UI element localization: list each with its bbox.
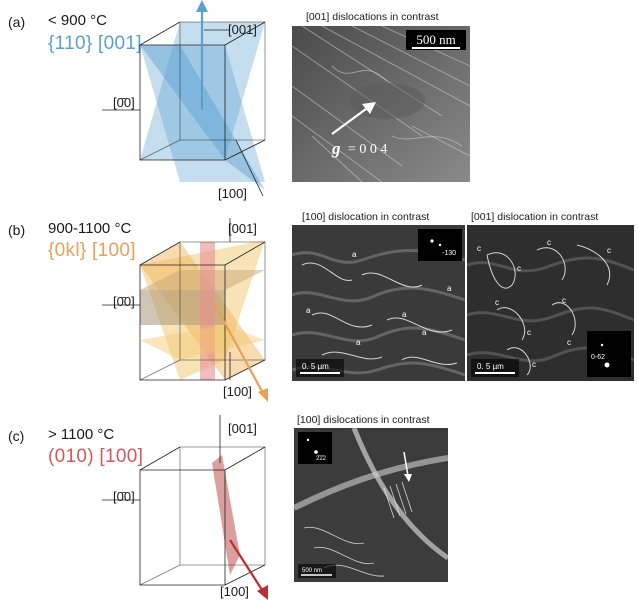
slip-system-label: {0kl} [100] [48,240,136,261]
axis-label-bottom: [100] [223,384,252,399]
slip-system-label: {110} [001] [48,33,142,54]
dislocation-marker: a [402,310,407,319]
dislocation-marker: a [356,338,361,347]
axis-label-left: [0̄0] [113,489,135,504]
dislocation-marker: c [562,296,566,305]
temperature-label: 900-1100 °C [48,220,132,237]
tem-micrograph-c: 2̄2̄2 500 nm [294,428,448,582]
slip-direction-arrow [229,539,265,594]
axis-label-top: [001] [228,421,257,436]
dislocation-marker: c [532,360,536,369]
slip-plane [140,45,265,190]
dislocation-marker: c [527,328,531,337]
scale-bar-label: 0. 5 µm [477,362,504,371]
scale-bar-label: 500 nm [302,568,322,574]
crystal-cube-b [102,218,268,402]
pointer-arrow [403,451,409,477]
slip-plane [140,325,265,360]
panel-letter: (b) [8,222,26,238]
axis-label-left: [0̄0] [113,294,135,309]
cube-edges [139,21,266,161]
g-vector-value: = 0 0 4 [348,142,387,157]
temperature-label: < 900 °C [48,12,107,29]
tem-micrograph-b2: 0-62 c c c c c c c c c 0. 5 µm [467,225,634,381]
image-caption: [001] dislocation in contrast [471,211,599,223]
slip-direction-arrow [214,304,265,396]
image-caption: [001] dislocations in contrast [306,11,439,23]
cube-edges [139,446,266,586]
slip-plane [212,455,240,575]
diffraction-inset-label: 2̄2̄2 [316,456,327,462]
axis-label-bottom: [100] [218,186,247,201]
axis-label-top: [001] [228,22,257,37]
panel-letter: (a) [8,14,26,30]
diffraction-inset-label: -130 [442,250,456,257]
slip-system-label: (010) [100] [48,446,144,467]
cube-edges [139,241,266,381]
panel-letter: (c) [8,428,25,444]
crystal-cube-c [102,415,268,600]
g-vector-label: g [331,139,341,158]
dislocation-marker: a [352,250,357,259]
slip-plane [200,242,215,380]
dislocation-marker: c [567,338,571,347]
dislocation-marker: a [306,306,311,315]
temperature-label: > 1100 °C [48,426,115,443]
axis-label-bottom: [100] [220,584,249,599]
g-vector-arrow [331,105,371,135]
dislocation-marker: a [447,284,452,293]
dislocation-marker: a [422,328,427,337]
dislocation-marker: c [607,246,611,255]
scale-bar-label: 0. 5 µm [302,362,329,371]
axis-label-top: [001] [228,221,257,236]
slip-plane [140,45,265,182]
dislocation-marker: c [517,264,521,273]
diffraction-inset-label: 0-62 [591,354,605,361]
dislocation-marker: c [477,244,481,253]
image-caption: [100] dislocation in contrast [302,211,430,223]
axis-label-left: [0̄0] [113,95,135,110]
tem-micrograph-b1: -130 a a a a a a 0. 5 µm [292,225,465,381]
dislocation-marker: c [547,238,551,247]
tem-micrograph-a: 500 nm g = 0 0 4 [292,26,470,182]
crystal-cube-a [102,0,266,197]
image-caption: [100] dislocations in contrast [297,414,430,426]
scale-bar-label: 500 nm [416,32,455,47]
dislocation-marker: c [495,298,499,307]
